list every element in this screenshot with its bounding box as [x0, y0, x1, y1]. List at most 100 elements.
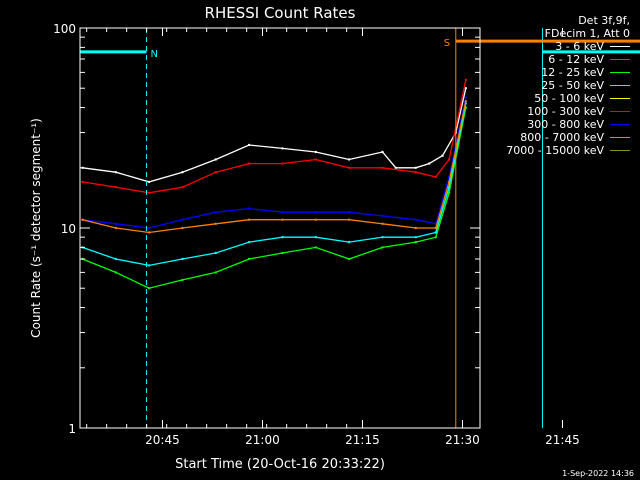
legend-label: 3 - 6 keV — [555, 40, 604, 53]
data-point — [447, 158, 451, 161]
data-point — [247, 162, 251, 165]
data-point — [147, 231, 151, 234]
legend-entry: 100 - 300 keV — [460, 105, 630, 118]
data-point — [447, 180, 451, 184]
data-point — [347, 218, 351, 221]
data-point — [247, 240, 251, 244]
series-line-3 — [82, 103, 467, 267]
data-point — [214, 171, 217, 174]
data-point — [347, 166, 351, 169]
x-tick-label: 21:15 — [345, 433, 380, 447]
data-point — [181, 186, 184, 189]
data-point — [434, 231, 437, 234]
timestamp: 1-Sep-2022 14:36 — [562, 469, 634, 478]
legend-entry: 300 - 800 keV — [460, 118, 630, 131]
data-point — [114, 222, 118, 225]
x-axis-label: Start Time (20-Oct-16 20:33:22) — [175, 457, 385, 472]
legend-swatch — [610, 124, 630, 125]
x-tick-label: 21:45 — [545, 433, 580, 447]
legend: Det 3f,9f, FDecim 1, Att 0 3 - 6 keV 6 - … — [460, 14, 630, 157]
x-tick-label: 20:45 — [145, 433, 180, 447]
y-tick-label: 10 — [61, 222, 76, 236]
data-point — [394, 166, 397, 169]
data-point — [381, 214, 384, 218]
data-point — [347, 257, 351, 261]
data-point — [434, 175, 437, 179]
data-point — [114, 186, 118, 189]
legend-entry: 7000 - 15000 keV — [460, 144, 630, 157]
x-tick-label: 21:30 — [445, 433, 480, 447]
data-point — [247, 257, 251, 261]
data-point — [414, 171, 417, 174]
legend-label: 12 - 25 keV — [541, 66, 604, 79]
series-line-7 — [82, 101, 467, 234]
data-point — [281, 218, 284, 221]
data-point — [114, 271, 118, 274]
data-point — [381, 236, 384, 239]
series-layer — [81, 78, 467, 290]
legend-rows: 3 - 6 keV 6 - 12 keV 12 - 25 keV 25 - 50 ke… — [460, 40, 630, 157]
data-point — [414, 218, 417, 221]
legend-entry: 12 - 25 keV — [460, 66, 630, 79]
data-point — [181, 226, 184, 230]
legend-entry: 25 - 50 keV — [460, 79, 630, 92]
legend-label: 50 - 100 keV — [534, 92, 604, 105]
legend-swatch — [610, 150, 630, 151]
data-point — [464, 87, 467, 90]
data-point — [214, 271, 217, 274]
legend-entry: 3 - 6 keV — [460, 40, 630, 53]
y-axis-label: Count Rate (s⁻¹ detector segment⁻¹) — [29, 118, 43, 338]
legend-swatch — [610, 85, 630, 86]
data-point — [114, 257, 118, 261]
legend-decimation-line: FDecim 1, Att 0 — [544, 27, 630, 40]
legend-label: 25 - 50 keV — [541, 79, 604, 92]
series-line-5 — [82, 79, 467, 194]
data-point — [441, 154, 444, 157]
data-point — [414, 240, 417, 244]
legend-entry: 6 - 12 keV — [460, 53, 630, 66]
legend-swatch — [610, 59, 630, 60]
chart-title: RHESSI Count Rates — [205, 4, 356, 22]
legend-swatch — [610, 111, 630, 112]
data-point — [381, 166, 384, 169]
legend-label: 6 - 12 keV — [548, 53, 604, 66]
data-point — [214, 158, 217, 161]
data-point — [381, 150, 384, 154]
data-point — [347, 158, 351, 161]
data-point — [181, 171, 184, 174]
series-line-6 — [82, 97, 467, 229]
data-point — [314, 158, 317, 161]
data-point — [114, 171, 118, 174]
legend-swatch — [610, 98, 630, 99]
data-point — [314, 211, 317, 214]
data-point — [147, 226, 151, 230]
data-point — [181, 218, 184, 221]
data-point — [464, 78, 467, 82]
data-point — [147, 180, 151, 184]
annotation-label: S — [444, 38, 450, 49]
data-point — [447, 191, 451, 194]
data-point — [281, 236, 284, 239]
legend-entry: 800 - 7000 keV — [460, 131, 630, 144]
legend-label: 800 - 7000 keV — [520, 131, 604, 144]
data-point — [81, 218, 84, 221]
data-point — [147, 264, 151, 267]
legend-swatch — [610, 72, 630, 73]
legend-detector-line: Det 3f,9f, — [578, 14, 630, 27]
y-tick-label: 1 — [68, 422, 76, 436]
data-point — [181, 257, 184, 261]
legend-swatch — [610, 137, 630, 138]
data-point — [114, 226, 118, 230]
data-point — [347, 240, 351, 244]
data-point — [281, 162, 284, 165]
data-point — [81, 180, 84, 184]
legend-label: 100 - 300 keV — [527, 105, 604, 118]
data-point — [434, 236, 437, 239]
legend-label: 300 - 800 keV — [527, 118, 604, 131]
series-line-0 — [82, 88, 467, 183]
data-point — [314, 218, 317, 221]
data-point — [434, 226, 437, 230]
data-point — [247, 207, 251, 210]
data-point — [464, 100, 467, 103]
